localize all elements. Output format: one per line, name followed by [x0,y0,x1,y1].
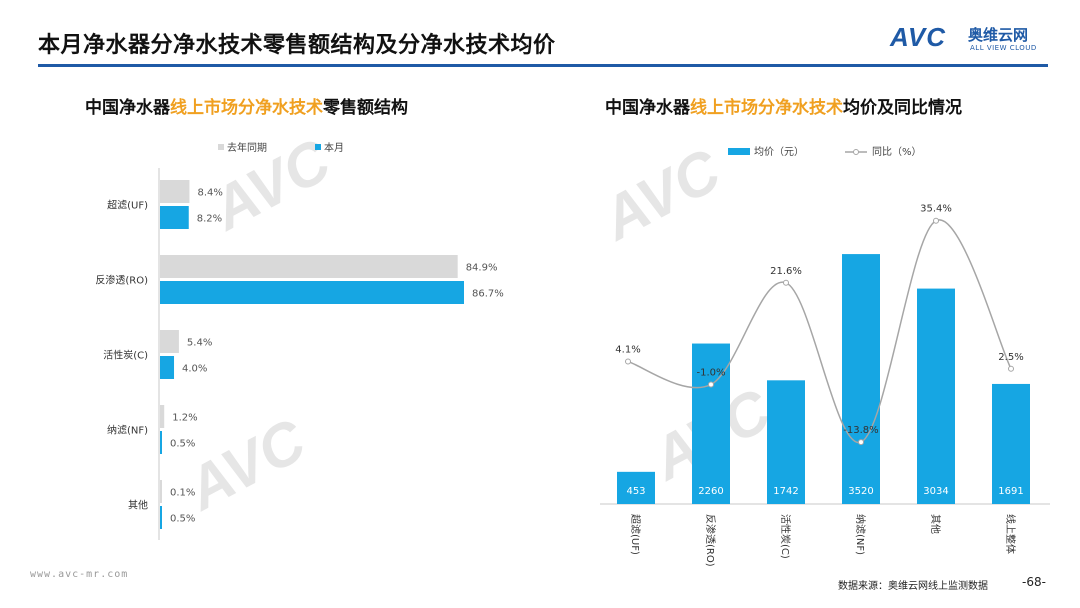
legend-label-avg-price: 均价（元） [754,146,804,158]
right-legend: 均价（元） 同比（%） [728,146,922,158]
right-chart-title: 中国净水器线上市场分净水技术均价及同比情况 [605,93,962,118]
category-label: 线上整体 [1004,514,1017,554]
data-label: 4.0% [182,364,207,375]
right-title-part-2: 线上市场分净水技术 [690,98,843,118]
bar-last-year [160,180,190,203]
page-number: -68- [1022,575,1046,589]
price-bar [767,380,805,504]
price-bar [617,471,655,504]
bar-last-year [160,330,179,353]
bar-this-month [160,431,162,454]
data-label: 84.9% [466,263,498,274]
logo-name-en: ALL VIEW CLOUD [970,44,1037,52]
legend-label-yoy: 同比（%） [872,146,922,158]
data-label: 0.1% [170,488,195,499]
yoy-label: 2.5% [998,352,1023,363]
price-label: 3520 [848,486,873,497]
left-title-part-3: 零售额结构 [323,98,408,118]
yoy-point [1008,365,1014,372]
yoy-point [858,439,864,446]
bar-this-month [160,281,464,304]
yoy-label: -13.8% [843,425,878,436]
data-label: 1.2% [172,413,197,424]
yoy-label: 21.6% [770,266,802,277]
title-divider [38,64,1048,67]
data-label: 0.5% [170,439,195,450]
data-label: 8.2% [197,214,222,225]
yoy-point [783,279,789,286]
left-bar-chart: 去年同期 本月 超滤(UF) 8.4% 8.2% 反渗透(RO) 84.9% 86.7% 活… [95,141,504,540]
category-label: 其他 [929,514,942,534]
price-bar [917,288,955,504]
bar-this-month [160,506,162,529]
category-label: 反渗透(RO) [704,514,717,567]
bar-this-month [160,356,175,379]
price-bar [992,383,1030,504]
category-label: 纳滤(NF) [854,514,867,555]
bar-this-month [160,206,189,229]
left-title-part-2: 线上市场分净水技术 [170,98,323,118]
price-label: 453 [626,486,645,497]
yoy-point [708,381,714,388]
left-legend: 去年同期 本月 [218,141,344,154]
price-label: 1691 [998,486,1023,497]
legend-label-last-year: 去年同期 [227,141,267,154]
logo-mark: AVC [890,22,946,52]
yoy-point [933,217,939,224]
price-bar [842,254,880,504]
left-title-part-1: 中国净水器 [85,98,170,118]
category-label: 活性炭(C) [779,514,792,559]
avc-logo: AVC 奥维云网 ALL VIEW CLOUD [890,22,1060,58]
bar-last-year [160,480,162,503]
price-label: 2260 [698,486,723,497]
price-label: 1742 [773,486,798,497]
data-label: 0.5% [170,514,195,525]
category-label: 纳滤(NF) [107,424,148,437]
bar-last-year [160,255,458,278]
right-title-part-1: 中国净水器 [605,98,690,118]
category-label: 超滤(UF) [629,514,642,555]
right-combo-chart: 均价（元） 同比（%） 453 超滤(UF) 2260 反渗透(RO) 1742 活性炭(… [600,146,1050,567]
category-label: 反渗透(RO) [95,274,148,287]
right-title-part-3: 均价及同比情况 [843,98,962,118]
data-label: 5.4% [187,338,212,349]
legend-label-this-month: 本月 [324,141,344,154]
yoy-label: 4.1% [615,345,640,356]
category-label: 活性炭(C) [103,349,148,362]
page-title: 本月净水器分净水技术零售额结构及分净水技术均价 [38,33,556,58]
footer-source: 数据来源：奥维云网线上监测数据 [838,581,988,592]
yoy-label: -1.0% [696,368,725,379]
legend-marker-yoy [853,149,859,155]
bar-last-year [160,405,165,428]
price-bar [692,343,730,504]
footer-url: www.avc-mr.com [30,569,129,580]
data-label: 86.7% [472,289,504,300]
yoy-point [625,358,631,365]
legend-swatch-this-month [315,144,321,150]
category-label: 其他 [128,499,148,512]
data-label: 8.4% [197,188,222,199]
yoy-label: 35.4% [920,204,952,215]
legend-swatch-avg-price [728,148,750,155]
left-chart-title: 中国净水器线上市场分净水技术零售额结构 [85,93,408,118]
price-label: 3034 [923,486,948,497]
category-label: 超滤(UF) [107,199,148,212]
logo-name-cn: 奥维云网 [968,26,1029,44]
legend-swatch-last-year [218,144,224,150]
